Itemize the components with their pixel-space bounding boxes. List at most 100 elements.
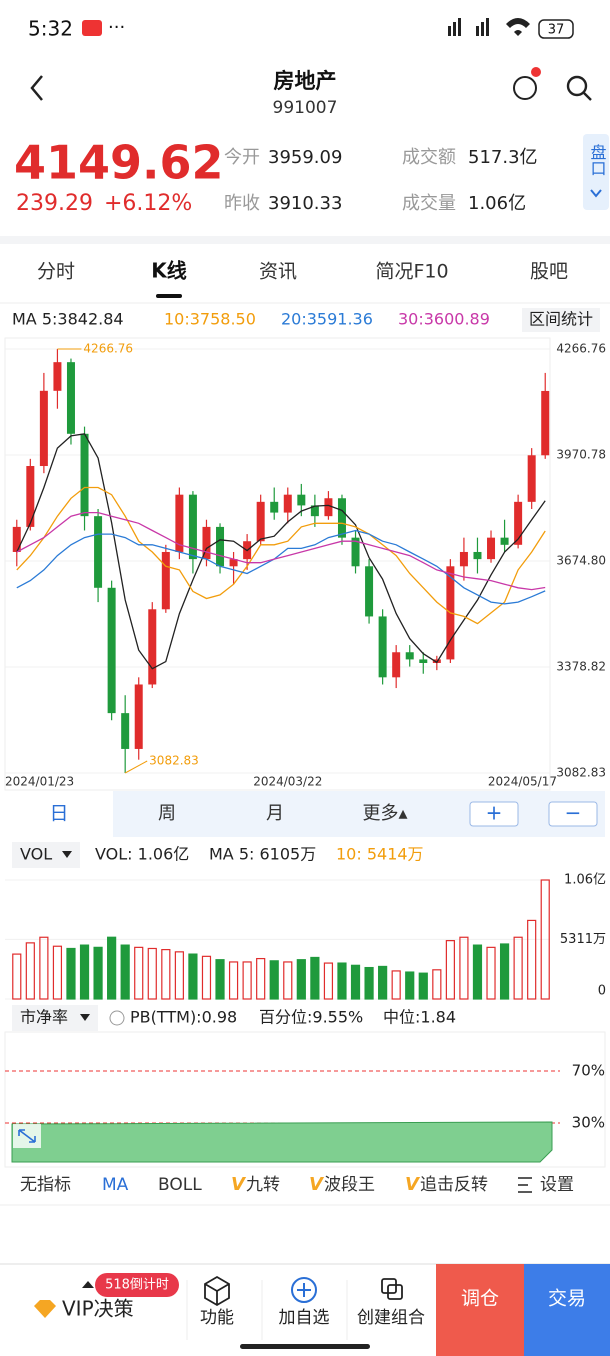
y-tick-label: 3674.80 xyxy=(556,553,606,567)
indicator-tab[interactable]: 波段王 xyxy=(324,1175,375,1195)
period-tab[interactable]: 周 xyxy=(158,803,176,824)
vip-button[interactable]: VIP决策 xyxy=(62,1297,134,1321)
zoom-in-label[interactable]: + xyxy=(486,801,503,825)
volume-bar xyxy=(79,944,90,1000)
candle-body xyxy=(216,526,225,567)
volume-bar xyxy=(378,965,388,1000)
volume-bar xyxy=(323,962,334,1000)
tab[interactable]: 分时 xyxy=(37,261,75,283)
dropdown-arrow xyxy=(62,851,72,858)
kline-frame xyxy=(4,337,551,791)
candle-body xyxy=(514,501,523,545)
price: 4149.62 xyxy=(14,136,224,190)
volume-bar xyxy=(350,964,361,1000)
side-button-bg[interactable] xyxy=(583,134,609,210)
adjust-button[interactable]: 调仓 xyxy=(461,1288,499,1310)
period-tab-active[interactable]: 日 xyxy=(49,803,68,825)
volume-bar xyxy=(39,936,49,1000)
candle-body xyxy=(161,551,170,610)
volume-bar xyxy=(418,972,428,1000)
badge: 518倒计时 xyxy=(105,1278,169,1293)
battery xyxy=(538,19,574,39)
ma-legend: 30:3600.89 xyxy=(398,310,490,329)
pb-item: PB(TTM):0.98 xyxy=(130,1008,237,1027)
candle-body xyxy=(12,526,21,552)
bottom-item[interactable]: 功能 xyxy=(200,1308,234,1328)
zoom-out-label[interactable]: − xyxy=(565,801,582,825)
indicator-tab[interactable]: MA xyxy=(102,1175,129,1195)
side-button[interactable]: 盘口 xyxy=(588,143,607,176)
volume-bar xyxy=(66,947,76,1000)
indicator-tab[interactable]: 九转 xyxy=(246,1175,280,1195)
period-tab[interactable]: 更多▴ xyxy=(362,803,407,824)
volume-bar xyxy=(228,961,239,1000)
price-change: 239.29 xyxy=(16,191,93,216)
function-icon xyxy=(204,1275,230,1307)
volume-bar xyxy=(432,969,442,1000)
candle-body xyxy=(148,609,157,685)
candle-body xyxy=(107,587,116,714)
volume-bar xyxy=(161,949,171,1000)
ma-legend: 20:3591.36 xyxy=(281,310,373,329)
x-tick-label: 2024/03/22 xyxy=(253,775,322,789)
ma-line xyxy=(16,433,546,670)
candle-body xyxy=(202,526,211,560)
tab[interactable]: 资讯 xyxy=(259,261,297,283)
stat-value: 517.3亿 xyxy=(468,147,538,168)
tab-active[interactable]: K线 xyxy=(151,259,187,283)
candle-body xyxy=(121,713,130,749)
ma-line xyxy=(16,511,546,591)
range-button-bg[interactable] xyxy=(522,308,600,332)
candle-body xyxy=(175,494,184,552)
bottom-item[interactable]: 加自选 xyxy=(279,1308,330,1328)
indicator-tab[interactable]: BOLL xyxy=(158,1175,202,1195)
trade-button[interactable]: 交易 xyxy=(548,1288,586,1310)
volume-bar xyxy=(296,959,306,1000)
dropdown-arrow xyxy=(80,1014,90,1021)
candle-body xyxy=(134,684,143,749)
stat-value: 1.06亿 xyxy=(468,193,526,214)
low-label: 3082.83 xyxy=(149,754,199,768)
tab[interactable]: 简况F10 xyxy=(375,261,448,283)
stat-value: 3910.33 xyxy=(268,193,342,214)
x-tick-label: 2024/05/17 xyxy=(488,775,557,789)
candle-body xyxy=(66,362,75,434)
candle-body xyxy=(419,659,428,663)
ma-line xyxy=(16,529,546,605)
period-tab[interactable]: 月 xyxy=(266,803,284,824)
adjust-button-bg[interactable] xyxy=(436,1264,524,1356)
status-dots: ··· xyxy=(108,17,125,38)
volume-bar xyxy=(188,953,198,1000)
zoom-out[interactable] xyxy=(548,801,598,827)
stat-label: 今开 xyxy=(224,147,260,168)
ma-legend: 10:3758.50 xyxy=(164,310,256,329)
separator xyxy=(0,236,610,244)
volume-bar xyxy=(310,956,320,1000)
vol-legend: MA 5: 6105万 xyxy=(209,845,316,864)
pb-level-label: 30% xyxy=(572,1114,605,1132)
indicator-tab[interactable]: 无指标 xyxy=(20,1175,71,1195)
candle-body xyxy=(351,537,360,567)
assistant-button[interactable] xyxy=(513,67,541,100)
vol-selector[interactable]: VOL xyxy=(20,845,52,864)
trade-button-bg[interactable] xyxy=(524,1264,610,1356)
zoom-in[interactable] xyxy=(469,801,519,827)
y-tick-label: 3082.83 xyxy=(556,766,606,780)
candle-body xyxy=(378,616,387,678)
candle-body xyxy=(365,566,374,617)
candle-body xyxy=(527,455,536,502)
candle-body xyxy=(229,559,238,567)
info-icon[interactable] xyxy=(109,1010,125,1026)
indicator-prefix: V xyxy=(309,1174,325,1195)
indicator-tab[interactable]: 设置 xyxy=(540,1175,574,1195)
back-button[interactable] xyxy=(30,75,43,101)
indicator-tab[interactable]: 追击反转 xyxy=(420,1175,488,1195)
tab[interactable]: 股吧 xyxy=(530,261,568,283)
range-button[interactable]: 区间统计 xyxy=(529,310,593,329)
bottom-item[interactable]: 创建组合 xyxy=(357,1308,425,1328)
pb-selector[interactable]: 市净率 xyxy=(20,1008,68,1027)
y-tick-label: 5311万 xyxy=(560,932,606,947)
volume-bar xyxy=(269,960,279,1000)
search-button[interactable] xyxy=(566,75,592,101)
candle-body xyxy=(459,551,468,567)
